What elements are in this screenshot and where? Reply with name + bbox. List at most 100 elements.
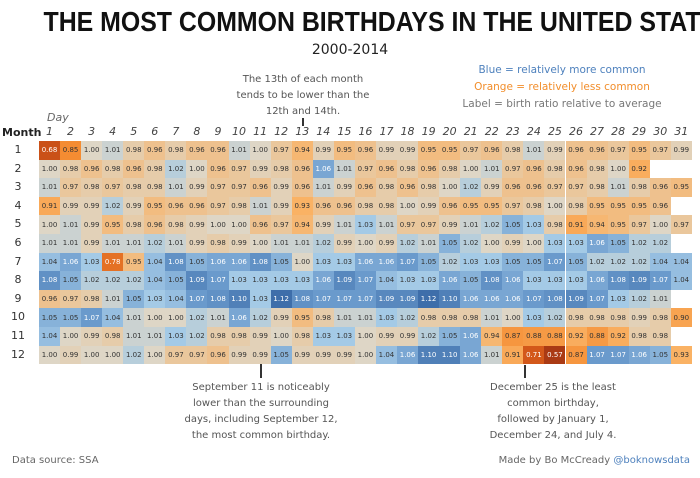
day-tick-label: 12	[274, 125, 289, 138]
heatmap-cell: 0.98	[144, 159, 166, 179]
heatmap-cell: 1.08	[207, 289, 229, 309]
heatmap-cell: 1.03	[354, 215, 376, 234]
heatmap-cell: 1.01	[333, 159, 355, 179]
heatmap-cell: 1.01	[123, 308, 145, 327]
heatmap-cell: 0.87	[565, 345, 587, 365]
heatmap-cell: 1.01	[354, 308, 376, 327]
heatmap-cell: 0.96	[207, 345, 229, 365]
heatmap-cell: 0.95	[123, 252, 145, 272]
heatmap-cell: 1.00	[354, 327, 376, 346]
heatmap-cell: 0.97	[418, 215, 440, 234]
annotation-line: September 11 is noticeably	[192, 382, 330, 393]
heatmap-cell: 0.97	[460, 141, 482, 160]
heatmap-cell: 0.98	[460, 308, 482, 327]
heatmap-cell: 0.71	[523, 345, 545, 365]
day-tick-label: 20	[442, 125, 457, 138]
heatmap-cell: 0.92	[628, 159, 650, 179]
heatmap-cell: 1.01	[460, 215, 482, 234]
heatmap-cell: 1.07	[397, 252, 419, 272]
heatmap-cell: 0.95	[291, 308, 313, 327]
heatmap-cell: 1.00	[60, 327, 82, 346]
day-tick-label: 22	[484, 125, 499, 138]
heatmap-cell: 0.99	[481, 178, 503, 197]
annotation-13th-pointer	[302, 118, 304, 126]
annotation-sept11: September 11 is noticeably lower than th…	[161, 380, 361, 444]
heatmap-cell: 1.00	[81, 141, 103, 160]
heatmap-cell: 0.68	[39, 141, 61, 160]
day-tick-label: 23	[505, 125, 520, 138]
heatmap-cell: 1.04	[375, 345, 397, 365]
heatmap-cell: 0.99	[81, 215, 103, 234]
heatmap-cell: 0.98	[586, 159, 608, 179]
heatmap-cell: 0.98	[523, 196, 545, 216]
heatmap-cell: 0.98	[207, 234, 229, 253]
annotation-line: followed by January 1,	[497, 414, 609, 425]
day-tick-label: 7	[172, 125, 180, 138]
heatmap-cell: 1.08	[544, 289, 566, 309]
heatmap-cell: 0.99	[502, 234, 524, 253]
heatmap-cell: 1.05	[60, 308, 82, 327]
heatmap-cell: 0.57	[544, 345, 566, 365]
heatmap-cell: 1.01	[39, 234, 61, 253]
heatmap-cell: 0.95	[628, 196, 650, 216]
heatmap-cell: 0.98	[565, 196, 587, 216]
heatmap-cell: 1.00	[523, 234, 545, 253]
heatmap-cell: 1.00	[144, 345, 166, 365]
heatmap-cell: 0.99	[418, 196, 440, 216]
heatmap-cell: 0.97	[60, 289, 82, 309]
heatmap-cell: 0.98	[649, 308, 671, 327]
credit-handle[interactable]: @boknowsdata	[613, 455, 690, 466]
heatmap-cell: 1.00	[397, 196, 419, 216]
heatmap-cell: 1.09	[375, 289, 397, 309]
heatmap-cell: 0.98	[397, 159, 419, 179]
heatmap-cell: 0.87	[502, 327, 524, 346]
heatmap-cell: 1.05	[439, 234, 461, 253]
heatmap-cell: 1.10	[228, 289, 250, 309]
heatmap-cell: 1.03	[607, 289, 629, 309]
heatmap-cell: 1.06	[586, 234, 608, 253]
heatmap-cell: 1.02	[628, 252, 650, 272]
heatmap-cell: 0.99	[81, 327, 103, 346]
heatmap-cell: 1.03	[375, 308, 397, 327]
heatmap-cell: 0.97	[670, 215, 692, 234]
day-tick-label: 13	[295, 125, 310, 138]
heatmap-cell: 0.99	[270, 308, 292, 327]
heatmap-cell: 1.00	[439, 178, 461, 197]
heatmap-cell: 0.97	[544, 178, 566, 197]
heatmap-cell: 0.98	[565, 308, 587, 327]
heatmap-cell: 1.01	[144, 327, 166, 346]
heatmap-cell: 1.07	[544, 252, 566, 272]
heatmap-cell: 1.00	[270, 327, 292, 346]
heatmap-cell: 0.98	[418, 308, 440, 327]
heatmap-cell: 1.01	[249, 196, 271, 216]
heatmap-cell: 1.02	[649, 234, 671, 253]
heatmap-cell: 0.91	[39, 196, 61, 216]
heatmap-cell: 0.97	[186, 345, 208, 365]
credit: Made by Bo McCready @boknowsdata	[499, 455, 690, 466]
heatmap-cell: 0.99	[60, 345, 82, 365]
heatmap-cell: 0.96	[186, 196, 208, 216]
heatmap-cell: 1.05	[60, 271, 82, 290]
heatmap-cell: 1.07	[81, 308, 103, 327]
heatmap-cell: 1.04	[670, 252, 692, 272]
heatmap-cell: 1.03	[312, 327, 334, 346]
annotation-line: December 24, and July 4.	[489, 430, 617, 441]
heatmap-cell: 0.98	[628, 327, 650, 346]
heatmap-cell: 1.05	[523, 252, 545, 272]
heatmap-cell: 0.96	[565, 141, 587, 160]
heatmap-cell: 0.90	[670, 308, 692, 327]
heatmap-cell: 0.98	[165, 141, 187, 160]
heatmap-cell: 1.06	[312, 271, 334, 290]
heatmap-cell: 1.06	[460, 327, 482, 346]
day-tick-label: 28	[611, 125, 626, 138]
heatmap-cell: 0.96	[523, 159, 545, 179]
heatmap-cell: 1.03	[312, 252, 334, 272]
heatmap-cell: 1.07	[354, 289, 376, 309]
heatmap-cell: 0.98	[165, 215, 187, 234]
heatmap-cell: 1.02	[249, 308, 271, 327]
month-tick-label: 1	[14, 143, 22, 156]
heatmap-cell: 0.95	[481, 196, 503, 216]
heatmap-cell: 0.98	[81, 178, 103, 197]
heatmap-cell: 1.03	[144, 289, 166, 309]
heatmap-cell: 0.96	[165, 196, 187, 216]
